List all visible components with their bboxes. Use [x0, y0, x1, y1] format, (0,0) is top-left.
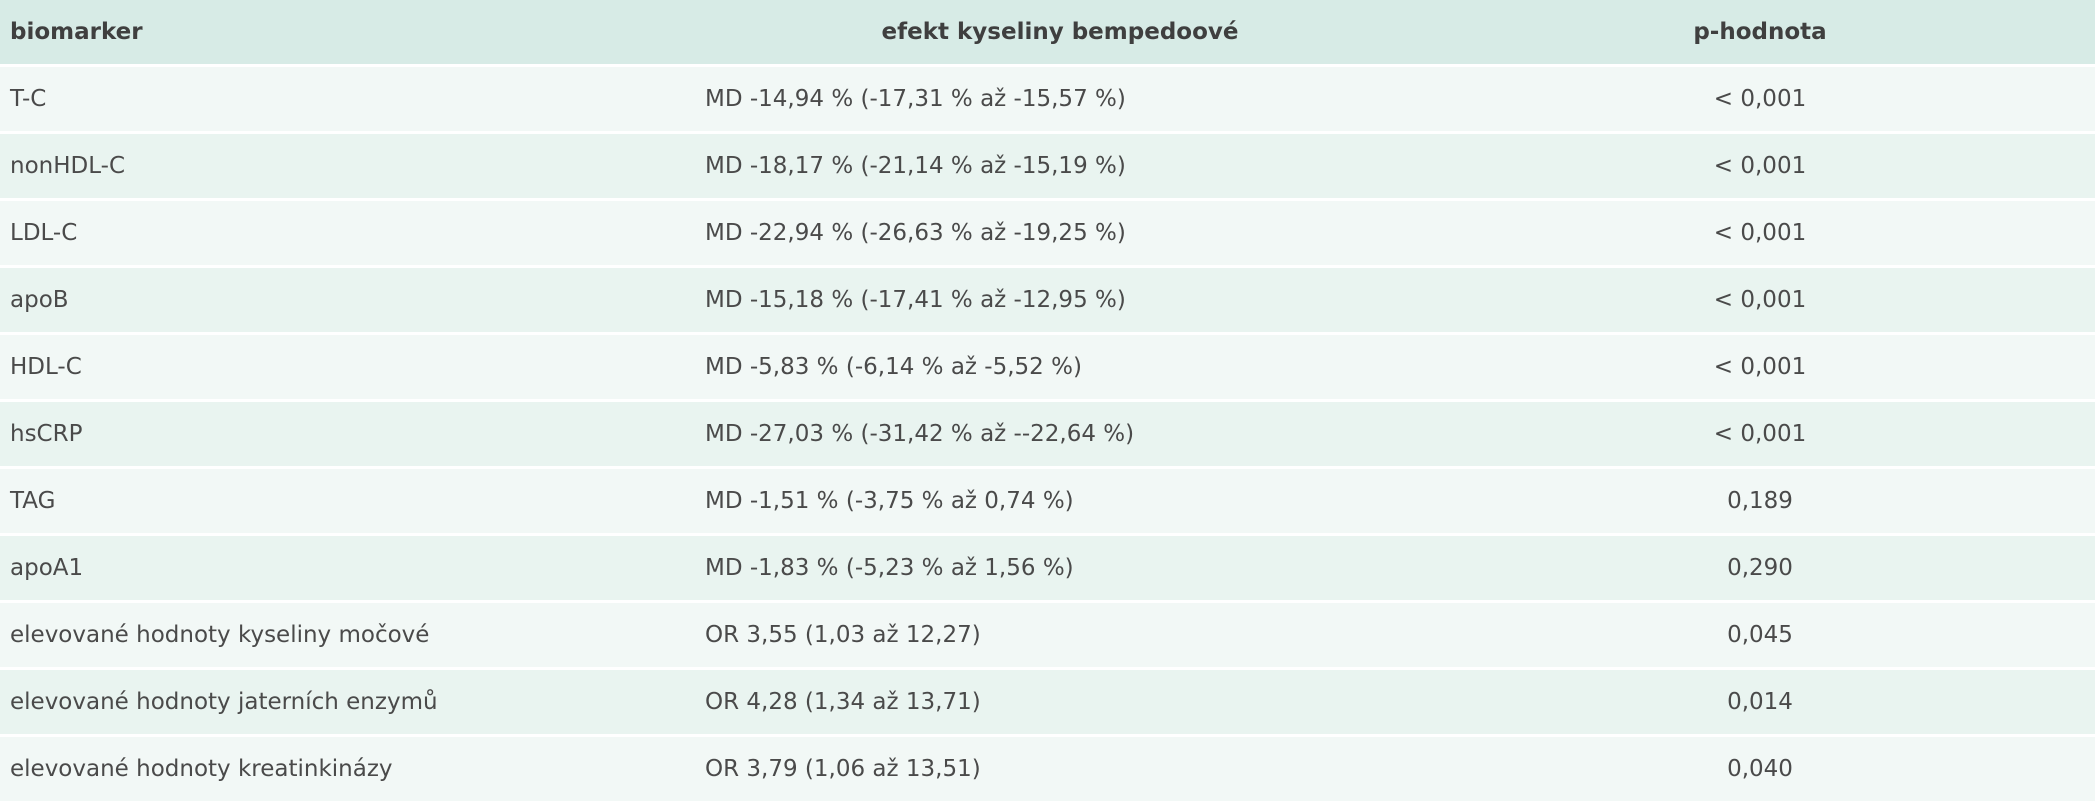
table-body: T-C MD -14,94 % (-17,31 % až -15,57 %) < 0… — [0, 65, 2095, 804]
table-row: elevované hodnoty jaterních enzymů OR 4,2… — [0, 668, 2095, 737]
table-header: biomarker efekt kyseliny bempedoové p-hodn… — [0, 0, 2095, 67]
table-cell: 0,040 — [1415, 735, 2095, 804]
table-cell: MD -18,17 % (-21,14 % až -15,19 %) — [695, 132, 1415, 201]
table-cell: MD -14,94 % (-17,31 % až -15,57 %) — [695, 65, 1415, 134]
table-cell: < 0,001 — [1415, 333, 2095, 402]
table-row: TAG MD -1,51 % (-3,75 % až 0,74 %) 0,189 — [0, 467, 2095, 536]
table-cell: < 0,001 — [1415, 132, 2095, 201]
table-cell: apoB — [0, 266, 695, 335]
table-cell: elevované hodnoty kreatinkinázy — [0, 735, 695, 804]
header-cell: p-hodnota — [1415, 0, 2095, 67]
table-cell: hsCRP — [0, 400, 695, 469]
table-cell: < 0,001 — [1415, 400, 2095, 469]
table-row: nonHDL-C MD -18,17 % (-21,14 % až -15,19 … — [0, 132, 2095, 201]
table-cell: < 0,001 — [1415, 266, 2095, 335]
table-cell: MD -1,51 % (-3,75 % až 0,74 %) — [695, 467, 1415, 536]
table-cell: elevované hodnoty jaterních enzymů — [0, 668, 695, 737]
table-row: elevované hodnoty kyseliny močové OR 3,55… — [0, 601, 2095, 670]
table-cell: HDL-C — [0, 333, 695, 402]
header-cell: efekt kyseliny bempedoové — [695, 0, 1415, 67]
table-row: HDL-C MD -5,83 % (-6,14 % až -5,52 %) < 0,… — [0, 333, 2095, 402]
table-cell: MD -1,83 % (-5,23 % až 1,56 %) — [695, 534, 1415, 603]
table-row: T-C MD -14,94 % (-17,31 % až -15,57 %) < 0… — [0, 65, 2095, 134]
table-cell: 0,045 — [1415, 601, 2095, 670]
table-cell: MD -5,83 % (-6,14 % až -5,52 %) — [695, 333, 1415, 402]
table-cell: 0,189 — [1415, 467, 2095, 536]
table-cell: MD -15,18 % (-17,41 % až -12,95 %) — [695, 266, 1415, 335]
table-cell: OR 3,79 (1,06 až 13,51) — [695, 735, 1415, 804]
table-cell: < 0,001 — [1415, 65, 2095, 134]
table-cell: 0,014 — [1415, 668, 2095, 737]
table-cell: TAG — [0, 467, 695, 536]
table-cell: LDL-C — [0, 199, 695, 268]
table-cell: OR 4,28 (1,34 až 13,71) — [695, 668, 1415, 737]
table-cell: elevované hodnoty kyseliny močové — [0, 601, 695, 670]
table-row: elevované hodnoty kreatinkinázy OR 3,79 (… — [0, 735, 2095, 804]
table-row: apoB MD -15,18 % (-17,41 % až -12,95 %) < … — [0, 266, 2095, 335]
table-cell: 0,290 — [1415, 534, 2095, 603]
table-cell: < 0,001 — [1415, 199, 2095, 268]
table-cell: T-C — [0, 65, 695, 134]
table-cell: MD -27,03 % (-31,42 % až --22,64 %) — [695, 400, 1415, 469]
table-cell: OR 3,55 (1,03 až 12,27) — [695, 601, 1415, 670]
header-cell: biomarker — [0, 0, 695, 67]
table-row: LDL-C MD -22,94 % (-26,63 % až -19,25 %) <… — [0, 199, 2095, 268]
table-row: hsCRP MD -27,03 % (-31,42 % až --22,64 %)… — [0, 400, 2095, 469]
table-cell: apoA1 — [0, 534, 695, 603]
table-cell: MD -22,94 % (-26,63 % až -19,25 %) — [695, 199, 1415, 268]
table-row: apoA1 MD -1,83 % (-5,23 % až 1,56 %) 0,290 — [0, 534, 2095, 603]
header-row: biomarker efekt kyseliny bempedoové p-hodn… — [0, 0, 2095, 67]
table-cell: nonHDL-C — [0, 132, 695, 201]
